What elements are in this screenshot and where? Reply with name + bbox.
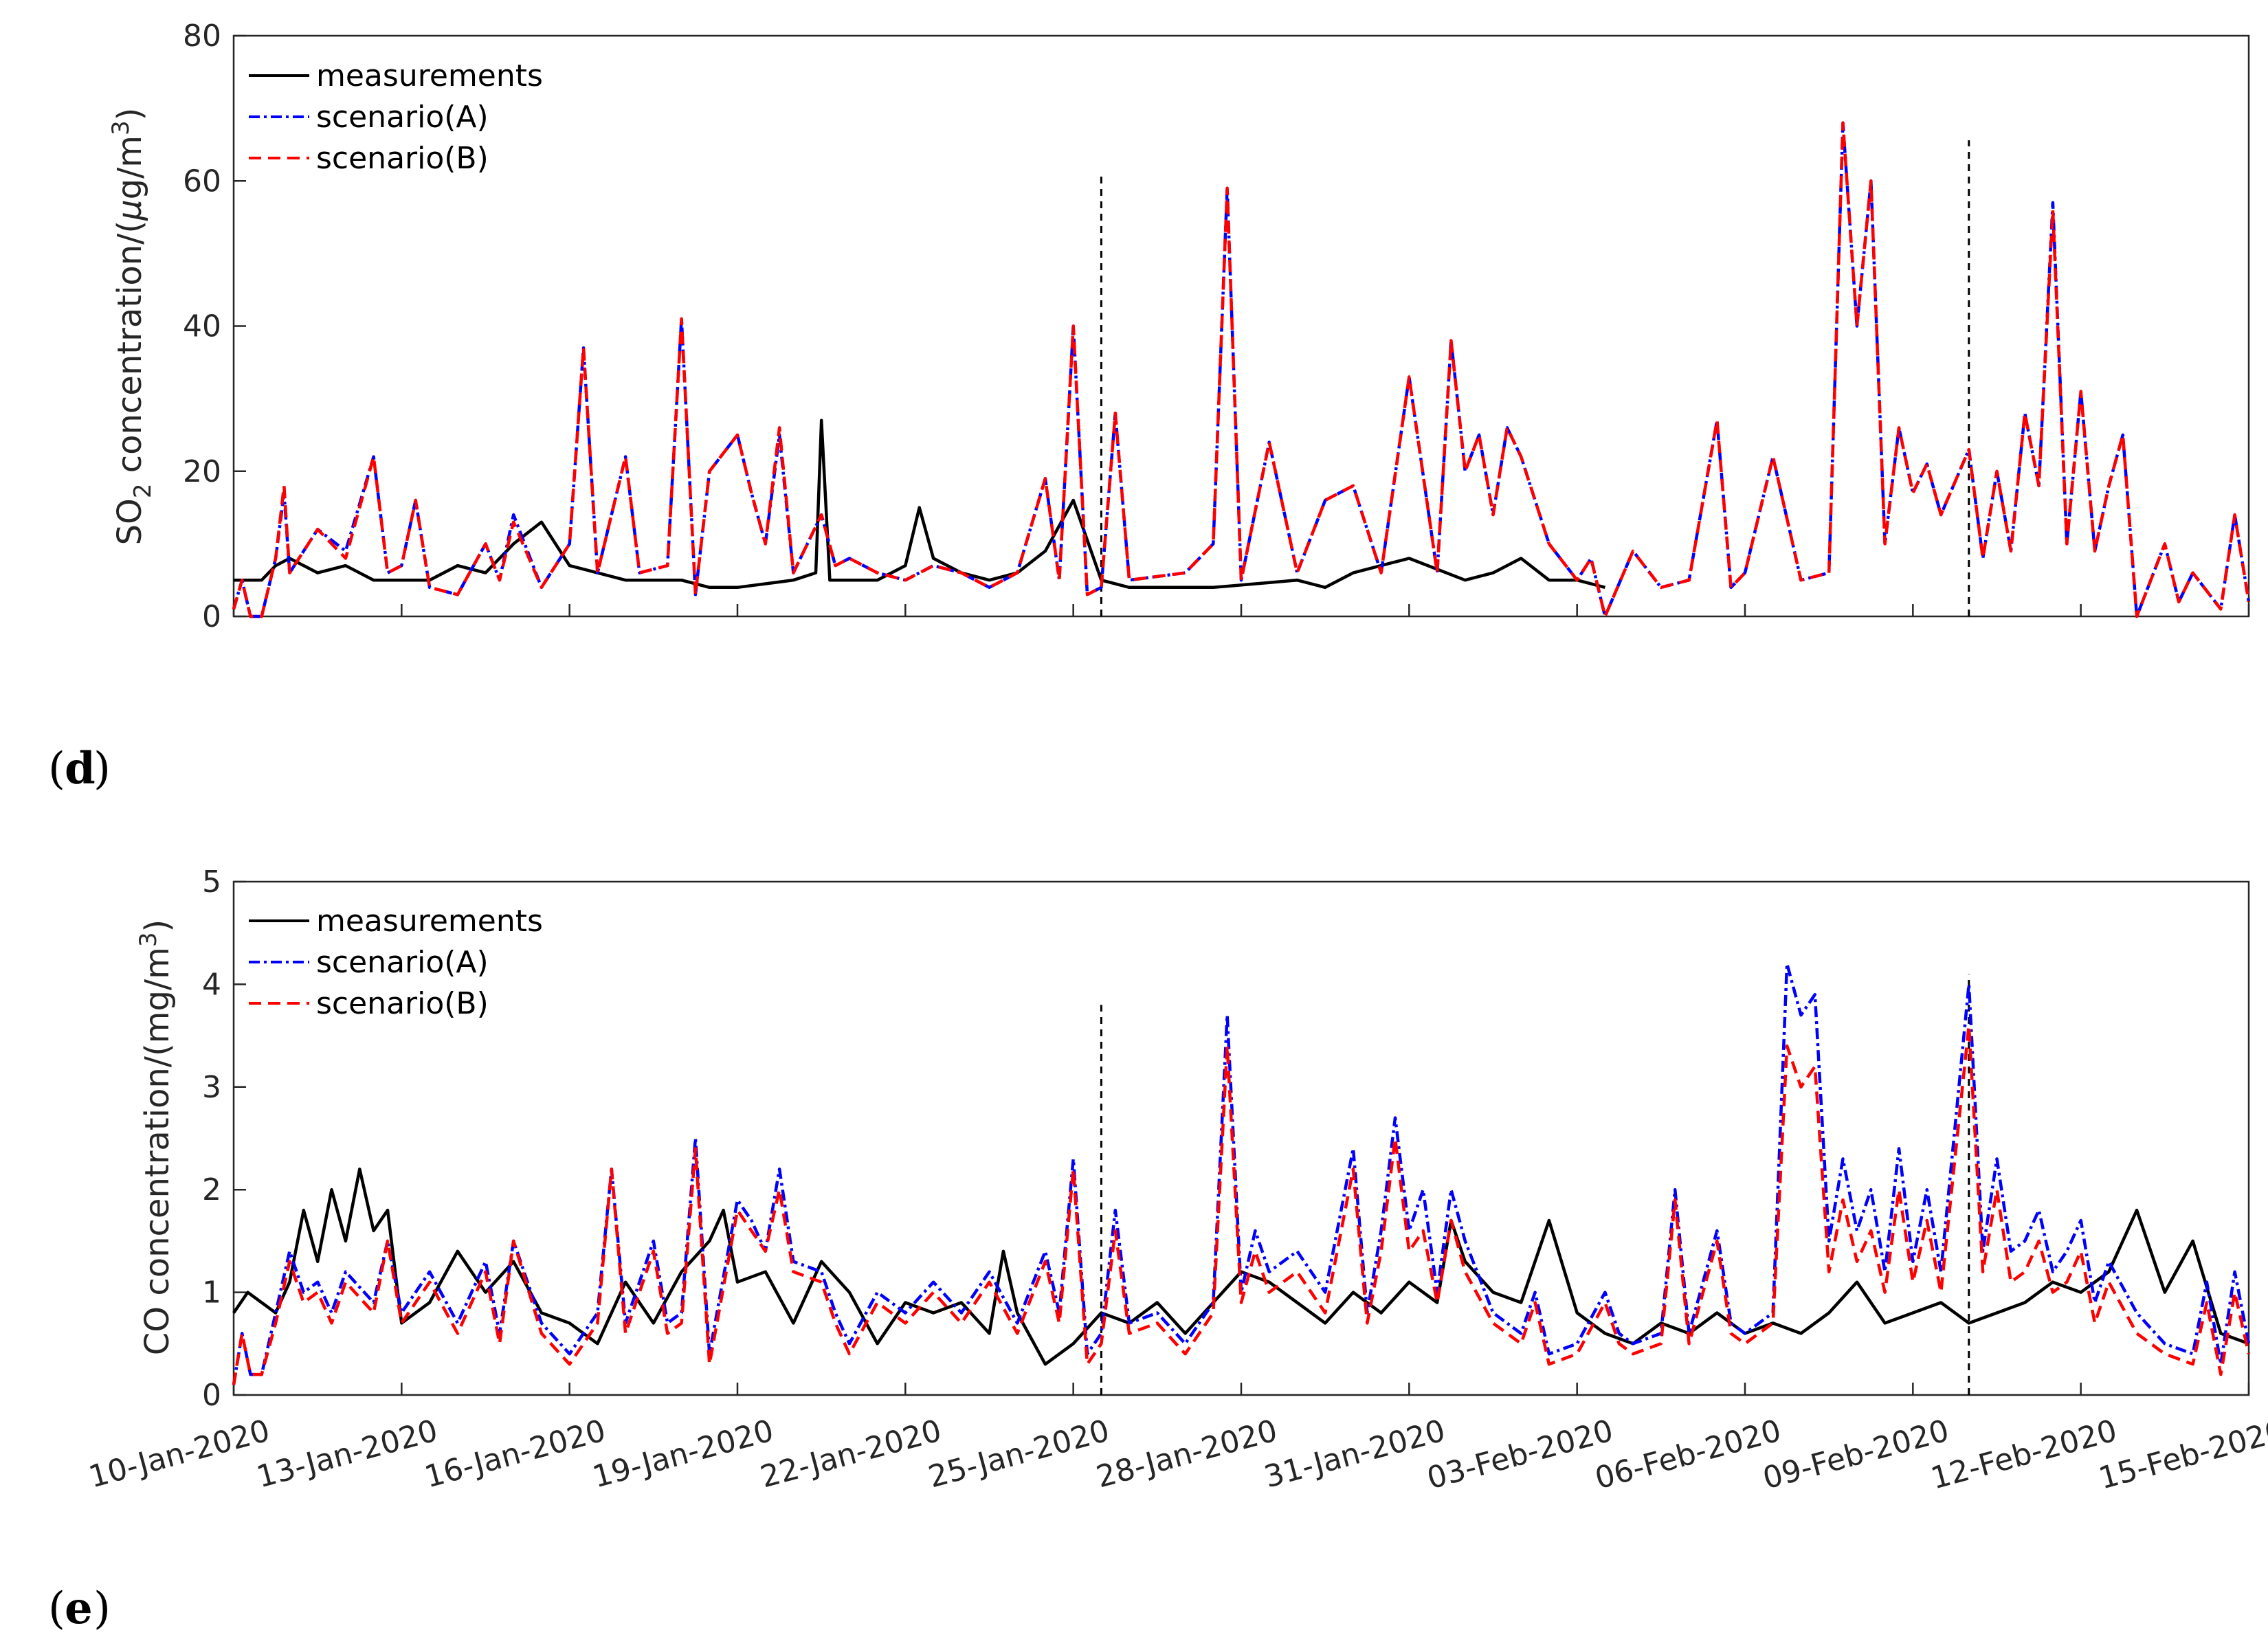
panel-d-caption-close: ) — [93, 744, 111, 794]
panel-e-caption-close: ) — [93, 1583, 111, 1634]
ytick-label: 0 — [202, 599, 221, 634]
legend-scenario-b-label: scenario(B) — [316, 986, 489, 1021]
panel-e-axes: 0 1 2 3 4 5 — [202, 864, 2250, 1413]
panel-d-caption-open: ( — [48, 744, 65, 794]
panel-e-ylabel-text: CO concentration/(mg/m3) — [135, 919, 177, 1355]
panel-d-vlines — [1100, 140, 1970, 616]
series-line-scenario-a- — [232, 962, 2251, 1385]
legend-scenario-a-label: scenario(A) — [316, 100, 489, 135]
series-line-scenario-b- — [232, 1023, 2251, 1385]
xtick-label: 25-Jan-2020 — [925, 1413, 1113, 1495]
series-line-scenario-b- — [232, 121, 2251, 618]
xtick-label: 03-Feb-2020 — [1423, 1413, 1616, 1496]
ytick-label: 60 — [183, 164, 221, 199]
ytick-label: 80 — [183, 19, 221, 54]
panel-e-caption: ( e ) — [48, 1583, 111, 1634]
panel-d-legend: measurements scenario(A) scenario(B) — [249, 58, 543, 176]
ytick-label: 40 — [183, 309, 221, 344]
ytick-label: 3 — [202, 1070, 221, 1105]
panel-e-caption-open: ( — [48, 1583, 65, 1634]
ytick-label: 20 — [183, 454, 221, 489]
xtick-label: 19-Jan-2020 — [589, 1413, 777, 1495]
panel-d-plot-area — [232, 34, 2250, 618]
xtick-label: 28-Jan-2020 — [1093, 1413, 1281, 1495]
ytick-label: 4 — [202, 967, 221, 1002]
panel-e-caption-letter: e — [65, 1583, 93, 1634]
ytick-label: 0 — [202, 1378, 221, 1413]
xtick-label: 22-Jan-2020 — [757, 1413, 945, 1495]
legend-scenario-b-label: scenario(B) — [316, 141, 489, 176]
legend-measurements-label: measurements — [316, 58, 543, 93]
panel-d-so2-chart: 0 20 40 60 80 SO2 concentration/(μg/m3) meas… — [48, 19, 2251, 794]
xtick-label: 16-Jan-2020 — [421, 1413, 610, 1495]
panel-e-plot-area — [232, 880, 2250, 1396]
xtick-label: 13-Jan-2020 — [253, 1413, 441, 1495]
ytick-label: 2 — [202, 1172, 221, 1207]
panel-e-xtick-labels: 10-Jan-202013-Jan-202016-Jan-202019-Jan-… — [85, 1413, 2268, 1496]
xtick-label: 31-Jan-2020 — [1260, 1413, 1449, 1495]
panel-e-legend: measurements scenario(A) scenario(B) — [249, 904, 543, 1021]
panel-d-caption: ( d ) — [48, 743, 111, 794]
panel-d-caption-letter: d — [65, 743, 96, 794]
series-line-measurements — [232, 1168, 2249, 1366]
xtick-label: 15-Feb-2020 — [2095, 1413, 2268, 1496]
ytick-label: 1 — [202, 1275, 221, 1310]
panel-e-series — [232, 962, 2251, 1385]
panel-d-ylabel-text: SO2 concentration/(μg/m3) — [107, 108, 157, 546]
legend-measurements-label: measurements — [316, 904, 543, 939]
ytick-label: 5 — [202, 864, 221, 900]
legend-scenario-a-label: scenario(A) — [316, 945, 489, 980]
xtick-label: 06-Feb-2020 — [1591, 1413, 1784, 1496]
xtick-label: 10-Jan-2020 — [85, 1413, 274, 1495]
series-line-measurements — [234, 418, 1605, 590]
xtick-label: 12-Feb-2020 — [1927, 1413, 2120, 1496]
series-line-scenario-a- — [232, 121, 2251, 618]
panel-d-axes: 0 20 40 60 80 — [183, 19, 2250, 634]
panel-e-co-chart: 0 1 2 3 4 5 CO concentration/(mg/m3) measurem… — [48, 864, 2268, 1634]
xtick-label: 09-Feb-2020 — [1759, 1413, 1953, 1496]
panel-e-ylabel: CO concentration/(mg/m3) — [135, 919, 177, 1355]
panel-d-ylabel: SO2 concentration/(μg/m3) — [107, 108, 157, 546]
panel-d-series — [232, 121, 2251, 618]
